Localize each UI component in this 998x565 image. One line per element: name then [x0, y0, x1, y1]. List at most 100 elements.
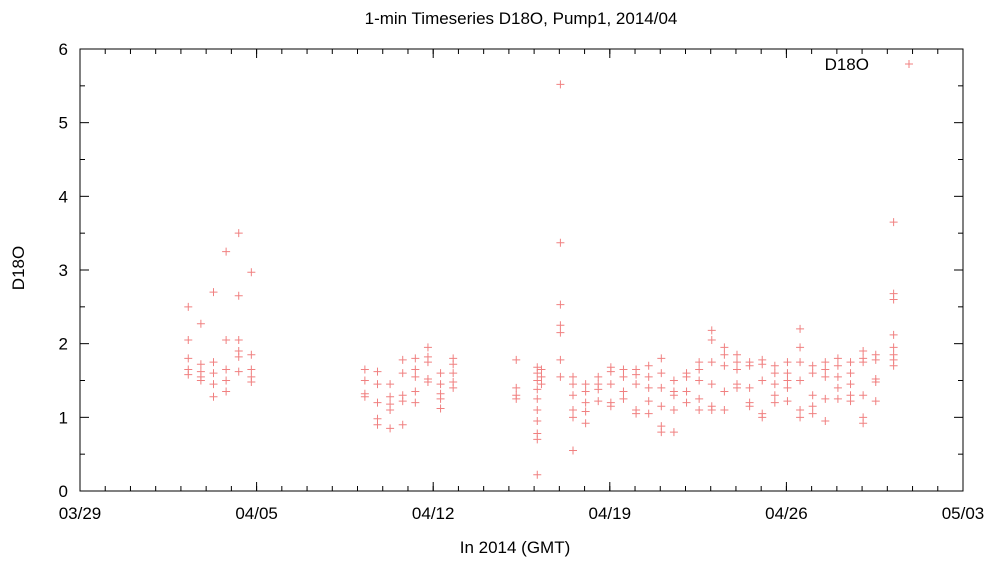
data-point — [196, 319, 205, 328]
data-point — [449, 360, 458, 369]
data-point — [783, 376, 792, 385]
plot-frame — [79, 48, 964, 492]
data-point — [796, 413, 805, 422]
data-point — [234, 352, 243, 361]
data-points — [184, 80, 898, 479]
x-tick-label: 04/05 — [235, 504, 278, 523]
data-point — [556, 238, 565, 247]
data-point — [657, 402, 666, 411]
data-point — [796, 358, 805, 367]
data-point — [889, 295, 898, 304]
data-point — [436, 369, 445, 378]
data-point — [449, 383, 458, 392]
data-point — [889, 361, 898, 370]
data-point — [373, 398, 382, 407]
data-point — [695, 376, 704, 385]
data-point — [533, 417, 542, 426]
data-point — [889, 343, 898, 352]
data-point — [594, 397, 603, 406]
data-point — [871, 397, 880, 406]
data-point — [184, 302, 193, 311]
data-point — [373, 367, 382, 376]
data-point — [209, 392, 218, 401]
data-point — [745, 383, 754, 392]
data-point — [247, 350, 256, 359]
data-point — [436, 380, 445, 389]
data-point — [619, 387, 628, 396]
data-point — [423, 358, 432, 367]
y-tick-label: 5 — [59, 114, 68, 133]
data-point — [606, 402, 615, 411]
data-point — [196, 376, 205, 385]
data-point — [657, 428, 666, 437]
data-point — [859, 358, 868, 367]
data-point — [234, 229, 243, 238]
data-point — [770, 398, 779, 407]
data-point — [833, 383, 842, 392]
data-point — [537, 365, 546, 374]
data-point — [821, 358, 830, 367]
data-point — [234, 291, 243, 300]
data-point — [644, 409, 653, 418]
data-point — [386, 424, 395, 433]
data-point — [247, 377, 256, 386]
data-point — [569, 446, 578, 455]
data-point — [556, 328, 565, 337]
data-point — [783, 397, 792, 406]
data-point — [695, 365, 704, 374]
chart-title: 1-min Timeseries D18O, Pump1, 2014/04 — [365, 9, 678, 28]
data-point — [386, 380, 395, 389]
data-point — [745, 402, 754, 411]
data-point — [821, 394, 830, 403]
data-point — [808, 402, 817, 411]
data-point — [184, 335, 193, 344]
data-point — [682, 372, 691, 381]
y-tick-label: 3 — [59, 261, 68, 280]
data-point — [833, 361, 842, 370]
data-point — [682, 398, 691, 407]
data-point — [360, 376, 369, 385]
data-point — [732, 350, 741, 359]
data-point — [632, 409, 641, 418]
data-point — [859, 391, 868, 400]
data-point — [871, 355, 880, 364]
data-point — [669, 428, 678, 437]
data-point — [533, 405, 542, 414]
data-point — [423, 377, 432, 386]
data-point — [833, 372, 842, 381]
data-point — [808, 409, 817, 418]
data-point — [821, 365, 830, 374]
data-point — [821, 417, 830, 426]
data-point — [209, 380, 218, 389]
data-point — [657, 354, 666, 363]
legend-label: D18O — [825, 55, 869, 74]
data-point — [423, 343, 432, 352]
data-point — [720, 361, 729, 370]
data-point — [770, 369, 779, 378]
data-point — [770, 361, 779, 370]
data-point — [720, 350, 729, 359]
data-point — [770, 380, 779, 389]
data-point — [184, 370, 193, 379]
data-point — [533, 385, 542, 394]
data-point — [796, 376, 805, 385]
data-point — [707, 358, 716, 367]
y-tick-label: 0 — [59, 482, 68, 501]
data-point — [644, 361, 653, 370]
data-point — [398, 355, 407, 364]
data-point — [581, 407, 590, 416]
y-tick-label: 1 — [59, 408, 68, 427]
data-point — [411, 387, 420, 396]
data-point — [808, 369, 817, 378]
y-tick-label: 4 — [59, 187, 68, 206]
data-point — [556, 355, 565, 364]
data-point — [846, 397, 855, 406]
data-point — [707, 335, 716, 344]
data-point — [758, 376, 767, 385]
data-point — [234, 367, 243, 376]
data-point — [846, 358, 855, 367]
data-point — [556, 80, 565, 89]
x-tick-label: 04/19 — [589, 504, 632, 523]
data-point — [606, 380, 615, 389]
axes: 0 1 2 3 4 5 6 03/29 04/05 04/12 04/19 04/26 05/03 — [59, 40, 985, 523]
